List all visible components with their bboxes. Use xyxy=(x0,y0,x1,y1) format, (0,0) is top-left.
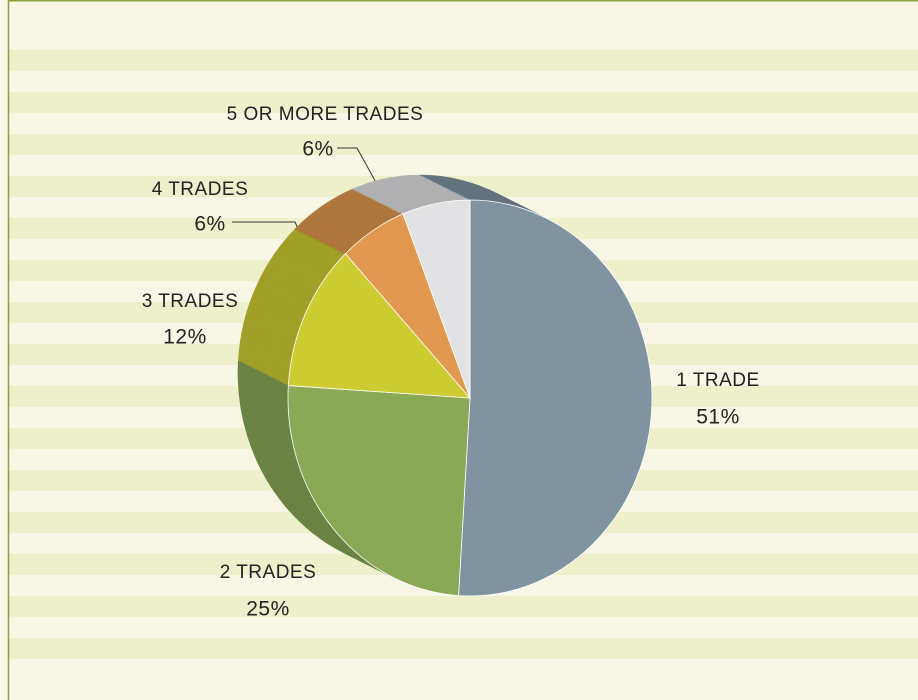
value-label: 6% xyxy=(194,213,225,236)
slice-label: 5 OR MORE TRADES xyxy=(227,104,424,125)
slice-label: 1 TRADE xyxy=(676,370,759,391)
pie-slice xyxy=(458,199,653,597)
pie-slice xyxy=(402,199,471,399)
pie-slice xyxy=(287,253,471,399)
slice-label: 3 TRADES xyxy=(142,291,239,312)
value-label: 12% xyxy=(163,326,207,349)
pie-slice xyxy=(287,385,471,597)
slice-label: 2 TRADES xyxy=(220,562,317,583)
value-label: 25% xyxy=(246,598,290,621)
value-label: 6% xyxy=(302,138,333,161)
value-label: 51% xyxy=(696,406,740,429)
leader-line xyxy=(337,147,379,187)
slice-label: 4 TRADES xyxy=(152,179,249,200)
